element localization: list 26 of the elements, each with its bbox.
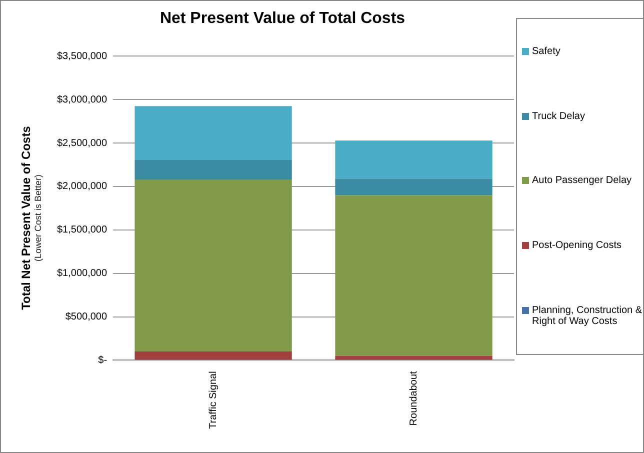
y-tick-label: $500,000	[65, 312, 108, 323]
legend-label: Truck Delay	[532, 110, 585, 122]
y-tick-label: $2,000,000	[56, 181, 108, 192]
bar	[134, 180, 292, 352]
legend-label: Post-Opening Costs	[532, 240, 622, 252]
x-tick-label: Roundabout	[408, 370, 420, 426]
bar	[134, 106, 292, 160]
legend-label: Safety	[532, 46, 560, 57]
y-axis-title: Total Net Present Value of Costs	[19, 125, 33, 312]
bar	[335, 195, 492, 356]
y-tick-label: $3,500,000	[56, 50, 108, 62]
y-tick-label: $1,500,000	[56, 224, 108, 236]
bar	[134, 160, 292, 180]
y-tick-label: $3,000,000	[56, 94, 108, 106]
bar	[335, 356, 492, 360]
chart-title: Net Present Value of Total Costs	[160, 10, 406, 28]
y-tick-label: $2,500,000	[56, 138, 108, 149]
bar	[335, 178, 492, 196]
legend-label: Planning, Construction & Right of Way Costs	[532, 305, 643, 328]
x-tick-label: Traffic Signal	[208, 371, 220, 430]
bar	[134, 352, 292, 360]
bar	[335, 140, 492, 179]
text: (Lower Cost is Better)	[33, 173, 43, 264]
y-tick-label: $1,000,000	[56, 268, 108, 280]
y-tick-label: $-	[98, 354, 108, 366]
legend-label: Auto Passenger Delay	[532, 175, 632, 186]
